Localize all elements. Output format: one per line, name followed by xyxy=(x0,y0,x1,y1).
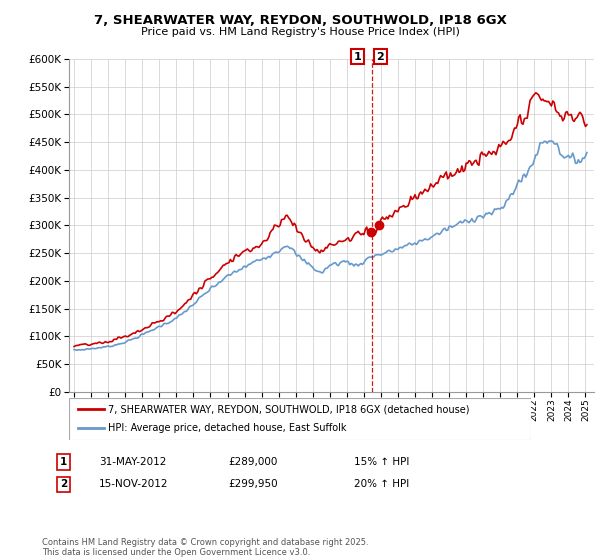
Text: 7, SHEARWATER WAY, REYDON, SOUTHWOLD, IP18 6GX: 7, SHEARWATER WAY, REYDON, SOUTHWOLD, IP… xyxy=(94,14,506,27)
Text: HPI: Average price, detached house, East Suffolk: HPI: Average price, detached house, East… xyxy=(108,423,347,433)
Text: 31-MAY-2012: 31-MAY-2012 xyxy=(99,457,166,467)
Text: Price paid vs. HM Land Registry's House Price Index (HPI): Price paid vs. HM Land Registry's House … xyxy=(140,27,460,37)
Text: 1: 1 xyxy=(60,457,67,467)
Text: £289,000: £289,000 xyxy=(228,457,277,467)
Text: 20% ↑ HPI: 20% ↑ HPI xyxy=(354,479,409,489)
Text: 1: 1 xyxy=(353,52,361,62)
Text: 7, SHEARWATER WAY, REYDON, SOUTHWOLD, IP18 6GX (detached house): 7, SHEARWATER WAY, REYDON, SOUTHWOLD, IP… xyxy=(108,404,470,414)
Text: 15% ↑ HPI: 15% ↑ HPI xyxy=(354,457,409,467)
Text: Contains HM Land Registry data © Crown copyright and database right 2025.
This d: Contains HM Land Registry data © Crown c… xyxy=(42,538,368,557)
Text: 2: 2 xyxy=(376,52,384,62)
Text: 2: 2 xyxy=(60,479,67,489)
Text: 15-NOV-2012: 15-NOV-2012 xyxy=(99,479,169,489)
Text: £299,950: £299,950 xyxy=(228,479,278,489)
